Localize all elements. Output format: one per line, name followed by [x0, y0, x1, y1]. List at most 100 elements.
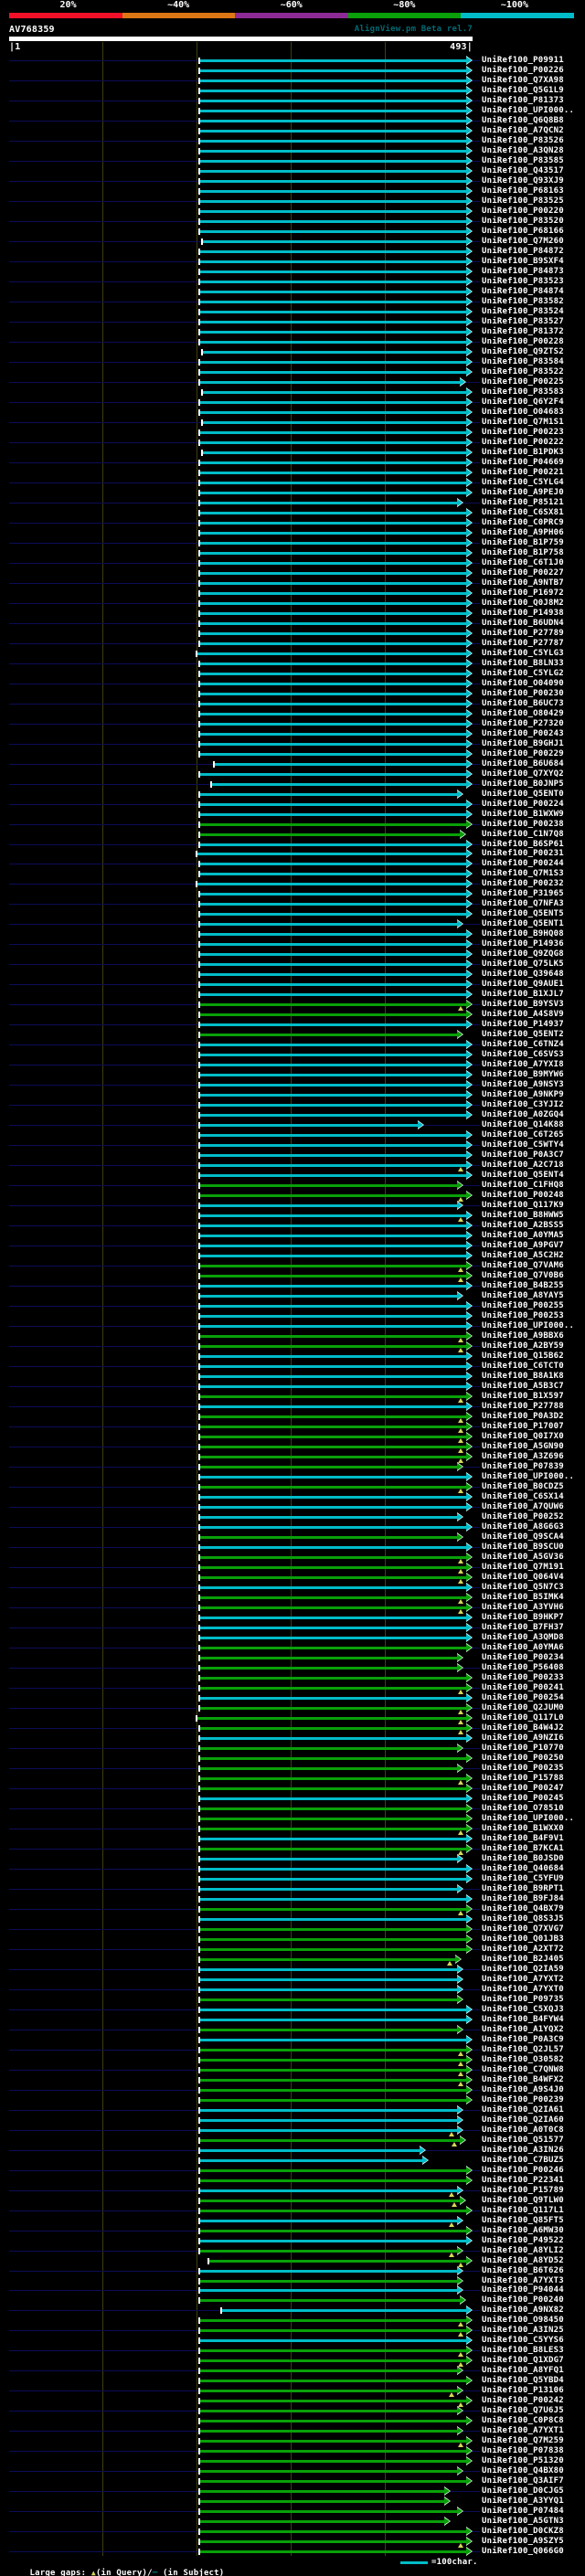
hit-label[interactable]: UniRef100_P00224	[482, 799, 564, 809]
hit-label[interactable]: UniRef100_P83525	[482, 196, 564, 206]
hit-label[interactable]: UniRef100_P83526	[482, 135, 564, 145]
hit-label[interactable]: UniRef100_P00254	[482, 1692, 564, 1702]
hit-label[interactable]: UniRef100_A7YXI8	[482, 1060, 564, 1070]
hit-label[interactable]: UniRef100_Q7XYQ2	[482, 769, 564, 779]
hit-label[interactable]: UniRef100_P00231	[482, 849, 564, 859]
hit-label[interactable]: UniRef100_Q9ZQG8	[482, 949, 564, 959]
hit-label[interactable]: UniRef100_A2C718	[482, 1161, 564, 1171]
hit-label[interactable]: UniRef100_A9S4J0	[482, 2084, 564, 2094]
hit-label[interactable]: UniRef100_B1WXW9	[482, 809, 564, 819]
hit-label[interactable]: UniRef100_Q7VAM6	[482, 1261, 564, 1271]
hit-label[interactable]: UniRef100_B9MYW6	[482, 1070, 564, 1080]
hit-label[interactable]: UniRef100_Q7XVG7	[482, 1924, 564, 1934]
hit-label[interactable]: UniRef100_B0CDZ5	[482, 1482, 564, 1491]
hit-label[interactable]: UniRef100_C5WTY4	[482, 1140, 564, 1150]
hit-label[interactable]: UniRef100_P00245	[482, 1793, 564, 1803]
hit-label[interactable]: UniRef100_A6MW30	[482, 2225, 564, 2235]
hit-label[interactable]: UniRef100_P00252	[482, 1512, 564, 1521]
hit-label[interactable]: UniRef100_C6T1J0	[482, 557, 564, 567]
hit-label[interactable]: UniRef100_Q5N7C3	[482, 1582, 564, 1592]
hit-label[interactable]: UniRef100_Q2JUM0	[482, 1702, 564, 1712]
hit-label[interactable]: UniRef100_P84874	[482, 286, 564, 296]
hit-label[interactable]: UniRef100_A7QCN2	[482, 126, 564, 135]
hit-label[interactable]: UniRef100_P00243	[482, 728, 564, 738]
hit-label[interactable]: UniRef100_Q5ENT1	[482, 919, 564, 929]
hit-label[interactable]: UniRef100_A9NTB7	[482, 578, 564, 588]
hit-label[interactable]: UniRef100_P84872	[482, 246, 564, 256]
hit-label[interactable]: UniRef100_P13106	[482, 2386, 564, 2396]
hit-label[interactable]: UniRef100_P07838	[482, 2446, 564, 2456]
hit-label[interactable]: UniRef100_P07484	[482, 2507, 564, 2517]
hit-label[interactable]: UniRef100_Q066G0	[482, 2547, 564, 2557]
hit-label[interactable]: UniRef100_B4W4J2	[482, 1723, 564, 1733]
hit-label[interactable]: UniRef100_A8YLI2	[482, 2245, 564, 2255]
hit-label[interactable]: UniRef100_P00246	[482, 2165, 564, 2175]
hit-label[interactable]: UniRef100_P09735	[482, 1994, 564, 2004]
hit-label[interactable]: UniRef100_A1YQX2	[482, 2024, 564, 2034]
hit-label[interactable]: UniRef100_B4F9V1	[482, 1833, 564, 1843]
hit-label[interactable]: UniRef100_B9HKP7	[482, 1612, 564, 1622]
hit-label[interactable]: UniRef100_B7FH37	[482, 1622, 564, 1632]
hit-label[interactable]: UniRef100_P83524	[482, 306, 564, 316]
hit-label[interactable]: UniRef100_A9PH06	[482, 527, 564, 537]
hit-label[interactable]: UniRef100_Q7M259	[482, 2436, 564, 2446]
hit-label[interactable]: UniRef100_A2BY59	[482, 1341, 564, 1352]
hit-label[interactable]: UniRef100_Q75LK5	[482, 959, 564, 970]
hit-label[interactable]: UniRef100_A7YXT1	[482, 2426, 564, 2436]
hit-label[interactable]: UniRef100_P0A3C9	[482, 2034, 564, 2044]
hit-label[interactable]: UniRef100_P83527	[482, 316, 564, 326]
hit-label[interactable]: UniRef100_UPI000..	[482, 106, 575, 115]
hit-label[interactable]: UniRef100_B2J405	[482, 1954, 564, 1964]
hit-label[interactable]: UniRef100_B1X597	[482, 1392, 564, 1402]
hit-label[interactable]: UniRef100_P14937	[482, 1020, 564, 1030]
hit-label[interactable]: UniRef100_B1P758	[482, 547, 564, 557]
hit-label[interactable]: UniRef100_C0P8C8	[482, 2416, 564, 2426]
hit-label[interactable]: UniRef100_Q6Q8B8	[482, 116, 564, 125]
hit-label[interactable]: UniRef100_P00244	[482, 859, 564, 869]
hit-label[interactable]: UniRef100_Q9TLW0	[482, 2195, 564, 2205]
hit-label[interactable]: UniRef100_P00255	[482, 1301, 564, 1311]
hit-label[interactable]: UniRef100_B4B255	[482, 1281, 564, 1291]
hit-label[interactable]: UniRef100_Q5G1L9	[482, 86, 564, 95]
hit-label[interactable]: UniRef100_P51320	[482, 2456, 564, 2466]
hit-label[interactable]: UniRef100_P00230	[482, 688, 564, 698]
hit-label[interactable]: UniRef100_P81373	[482, 96, 564, 105]
hit-label[interactable]: UniRef100_Q2JL57	[482, 2044, 564, 2054]
hit-label[interactable]: UniRef100_Q85FT5	[482, 2215, 564, 2225]
hit-label[interactable]: UniRef100_P00221	[482, 467, 564, 477]
hit-label[interactable]: UniRef100_P00238	[482, 819, 564, 829]
hit-label[interactable]: UniRef100_A5GTN3	[482, 2517, 564, 2527]
hit-label[interactable]: UniRef100_C6SX14	[482, 1492, 564, 1501]
hit-label[interactable]: UniRef100_A8YD52	[482, 2255, 564, 2265]
hit-label[interactable]: UniRef100_P00253	[482, 1311, 564, 1321]
hit-label[interactable]: UniRef100_P83583	[482, 387, 564, 397]
hit-label[interactable]: UniRef100_B0JNP5	[482, 779, 564, 789]
hit-label[interactable]: UniRef100_B8LES3	[482, 2346, 564, 2356]
hit-label[interactable]: UniRef100_A4S8V9	[482, 1010, 564, 1020]
hit-label[interactable]: UniRef100_P27787	[482, 638, 564, 648]
hit-label[interactable]: UniRef100_A7YXT0	[482, 1984, 564, 1994]
hit-label[interactable]: UniRef100_P00242	[482, 2396, 564, 2406]
hit-label[interactable]: UniRef100_B6U684	[482, 758, 564, 769]
hit-label[interactable]: UniRef100_A7QUW6	[482, 1502, 564, 1511]
hit-label[interactable]: UniRef100_P04669	[482, 457, 564, 467]
hit-label[interactable]: UniRef100_A9SZY5	[482, 2537, 564, 2547]
hit-label[interactable]: UniRef100_P83584	[482, 356, 564, 366]
hit-label[interactable]: UniRef100_UPI000..	[482, 1472, 575, 1481]
hit-label[interactable]: UniRef100_P00232	[482, 879, 564, 889]
hit-label[interactable]: UniRef100_C5YFU9	[482, 1873, 564, 1883]
hit-label[interactable]: UniRef100_Q0I7X0	[482, 1432, 564, 1441]
hit-label[interactable]: UniRef100_A9BBX6	[482, 1331, 564, 1341]
hit-label[interactable]: UniRef100_P85121	[482, 497, 564, 507]
hit-label[interactable]: UniRef100_A9NZI6	[482, 1733, 564, 1743]
hit-label[interactable]: UniRef100_P0A3D2	[482, 1412, 564, 1422]
hit-label[interactable]: UniRef100_Q4BX79	[482, 1903, 564, 1913]
hit-label[interactable]: UniRef100_B1XJL7	[482, 990, 564, 1000]
hit-label[interactable]: UniRef100_P00233	[482, 1672, 564, 1682]
hit-label[interactable]: UniRef100_UPI000..	[482, 1813, 575, 1823]
hit-label[interactable]: UniRef100_Q7XA98	[482, 76, 564, 85]
hit-label[interactable]: UniRef100_A9NX82	[482, 2306, 564, 2316]
hit-label[interactable]: UniRef100_B7KCA1	[482, 1843, 564, 1853]
hit-label[interactable]: UniRef100_P00220	[482, 206, 564, 216]
hit-label[interactable]: UniRef100_Q9SCA4	[482, 1532, 564, 1542]
